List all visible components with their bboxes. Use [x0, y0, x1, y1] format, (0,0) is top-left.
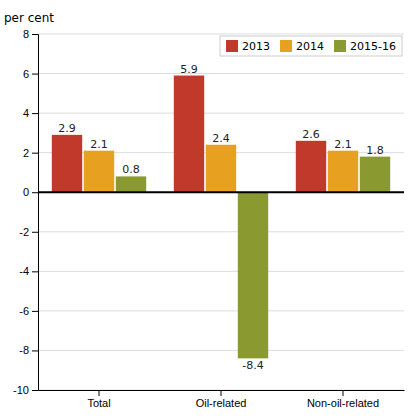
y-tick-mark	[32, 271, 38, 272]
y-tick-label: 0	[23, 186, 29, 198]
bar-series	[52, 76, 326, 193]
x-tick: Non-oil-related	[307, 390, 379, 409]
data-labels: 2.9 5.9 2.6 2.1 2.4 2.1 0.8 -8.4 1.8	[58, 63, 384, 373]
grid-line	[38, 271, 404, 272]
x-tick-label: Oil-related	[196, 397, 247, 409]
bar-series	[116, 157, 390, 359]
grid-line	[38, 310, 404, 311]
chart-svg: -10 -8 -6 -4 -2 0 2 4 6 8 Total Oil-related Non-oil-…	[0, 0, 416, 418]
x-tick-mark	[221, 390, 222, 396]
y-tick: -2	[19, 226, 38, 238]
bar	[296, 141, 326, 192]
legend-frame	[220, 36, 402, 56]
grid-line	[38, 192, 404, 193]
y-tick: 4	[23, 107, 38, 119]
y-axis-line	[32, 35, 39, 391]
y-tick: 0	[23, 186, 38, 198]
y-tick: -6	[19, 305, 38, 317]
legend-item: 2013	[226, 40, 270, 53]
x-tick-label: Total	[87, 397, 110, 409]
x-tick: Oil-related	[196, 390, 247, 409]
data-label: 5.9	[180, 63, 198, 76]
y-tick-mark	[32, 390, 38, 391]
legend: 2013 2014 2015-16	[220, 36, 402, 56]
legend-swatch	[334, 40, 346, 52]
bar-series	[84, 145, 358, 192]
y-tick-label: -6	[19, 305, 29, 317]
bar	[206, 145, 236, 192]
data-label: 2.1	[90, 138, 108, 151]
zero-line	[38, 191, 404, 193]
data-label: -8.4	[242, 359, 263, 372]
legend-label: 2013	[242, 40, 270, 53]
y-tick-mark	[32, 153, 38, 154]
data-label: 2.6	[302, 128, 320, 141]
y-tick-mark	[32, 192, 38, 193]
y-tick-label: -10	[13, 384, 29, 396]
data-label: 2.4	[212, 132, 230, 145]
legend-swatch	[226, 40, 238, 52]
y-tick-label: -4	[19, 265, 29, 277]
bar	[360, 157, 390, 193]
grid-line	[38, 113, 404, 114]
x-tick-mark	[343, 390, 344, 396]
y-axis: -10 -8 -6 -4 -2 0 2 4 6 8	[13, 28, 38, 396]
data-label: 0.8	[122, 163, 140, 176]
y-tick-mark	[32, 350, 38, 351]
legend-item: 2014	[280, 40, 324, 53]
bar	[84, 151, 114, 193]
y-tick-label: -2	[19, 226, 29, 238]
bar	[328, 151, 358, 193]
y-tick: 6	[23, 68, 38, 80]
grid-line	[38, 73, 404, 74]
data-label: 2.1	[334, 138, 352, 151]
grid-line	[38, 34, 404, 35]
legend-items: 2013 2014 2015-16	[226, 40, 396, 53]
x-tick-label: Non-oil-related	[307, 397, 379, 409]
y-tick: -10	[13, 384, 38, 396]
y-tick-mark	[32, 232, 38, 233]
grid-line	[38, 231, 404, 232]
legend-item: 2015-16	[334, 40, 396, 53]
y-tick-mark	[32, 311, 38, 312]
data-label: 1.8	[366, 144, 384, 157]
legend-label: 2014	[296, 40, 324, 53]
y-axis-title: per cent	[4, 11, 54, 25]
bar	[238, 192, 268, 358]
y-tick: -4	[19, 265, 38, 277]
y-tick: 8	[23, 28, 38, 40]
bar	[116, 176, 146, 192]
y-tick-label: 6	[23, 68, 29, 80]
x-tick-mark	[99, 390, 100, 396]
grid-line	[38, 350, 404, 351]
chart-container: -10 -8 -6 -4 -2 0 2 4 6 8 Total Oil-related Non-oil-…	[0, 0, 416, 418]
legend-label: 2015-16	[350, 40, 396, 53]
y-tick-mark	[32, 34, 38, 35]
bars	[52, 76, 390, 359]
data-label: 2.9	[58, 122, 76, 135]
bar	[52, 135, 82, 192]
y-tick-label: -8	[19, 344, 29, 356]
y-tick: -8	[19, 344, 38, 356]
legend-swatch	[280, 40, 292, 52]
x-axis: Total Oil-related Non-oil-related	[39, 390, 405, 409]
y-tick-label: 2	[23, 147, 29, 159]
y-tick: 2	[23, 147, 38, 159]
y-tick-mark	[32, 74, 38, 75]
y-tick-label: 8	[23, 28, 29, 40]
x-tick: Total	[87, 390, 110, 409]
bar	[174, 76, 204, 193]
y-tick-label: 4	[23, 107, 29, 119]
y-tick-mark	[32, 113, 38, 114]
grid	[38, 34, 404, 390]
